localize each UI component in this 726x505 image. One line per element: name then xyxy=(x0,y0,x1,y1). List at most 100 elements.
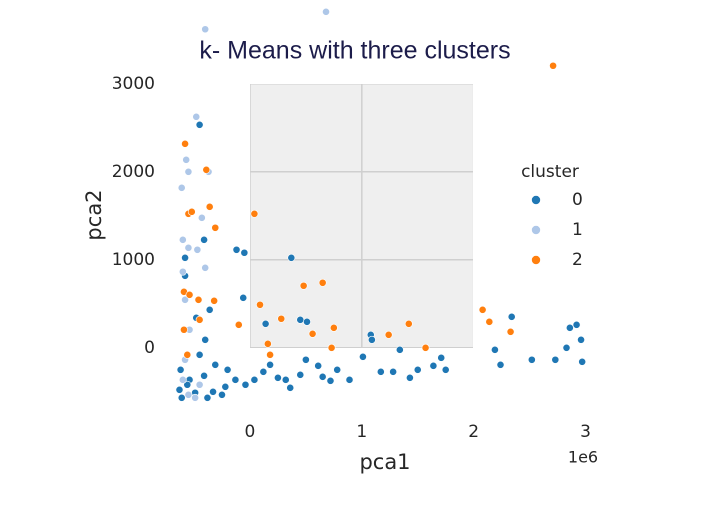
point xyxy=(201,335,210,344)
point xyxy=(551,355,560,364)
point xyxy=(195,350,204,359)
point xyxy=(240,248,249,257)
point xyxy=(333,365,342,374)
point xyxy=(201,25,210,34)
point xyxy=(184,167,193,176)
point xyxy=(221,382,230,391)
point xyxy=(209,387,217,396)
point xyxy=(314,361,323,370)
point xyxy=(203,393,212,402)
point xyxy=(507,312,516,321)
point xyxy=(223,365,232,374)
point xyxy=(367,335,376,344)
point xyxy=(184,243,193,252)
point xyxy=(205,305,214,314)
point xyxy=(549,61,557,70)
point xyxy=(266,360,274,369)
point xyxy=(303,317,311,326)
point xyxy=(241,380,250,389)
point xyxy=(578,357,587,366)
point xyxy=(192,112,201,121)
point xyxy=(177,183,186,192)
point xyxy=(197,213,206,222)
grid xyxy=(250,84,473,348)
point xyxy=(277,314,286,323)
point xyxy=(193,245,202,254)
point xyxy=(177,393,186,402)
point xyxy=(211,223,220,232)
point xyxy=(437,353,446,362)
point xyxy=(395,345,404,354)
point xyxy=(322,7,330,16)
point xyxy=(195,380,204,389)
point xyxy=(384,330,393,339)
point xyxy=(421,343,430,352)
point xyxy=(200,371,208,380)
legend-marker xyxy=(531,225,541,235)
point xyxy=(256,300,264,309)
point xyxy=(496,360,505,369)
point xyxy=(191,393,200,402)
point xyxy=(565,323,574,332)
point xyxy=(178,235,187,244)
point xyxy=(239,293,248,302)
point xyxy=(183,380,192,389)
x-tick-label: 1 xyxy=(356,422,367,442)
point xyxy=(345,375,354,384)
point xyxy=(205,202,214,211)
point xyxy=(195,120,204,129)
point xyxy=(218,390,226,399)
point xyxy=(231,375,240,384)
point xyxy=(178,375,187,384)
point xyxy=(234,320,243,329)
x-tick-label: 3 xyxy=(580,422,591,442)
point xyxy=(175,385,184,394)
point xyxy=(181,295,189,304)
point xyxy=(404,319,413,328)
legend-label: 0 xyxy=(572,190,583,210)
x-tick-label: 0 xyxy=(245,422,256,442)
point xyxy=(299,281,308,290)
point xyxy=(232,245,241,254)
point xyxy=(287,253,296,262)
point xyxy=(184,390,193,399)
point xyxy=(327,343,336,352)
point xyxy=(200,235,208,244)
point xyxy=(376,367,385,376)
point xyxy=(180,325,188,334)
point xyxy=(318,278,327,287)
point xyxy=(181,139,189,148)
point xyxy=(527,355,536,364)
legend-marker xyxy=(531,195,541,205)
point xyxy=(250,209,259,218)
x-offset-label: 1e6 xyxy=(568,448,598,467)
point xyxy=(281,375,290,384)
point xyxy=(478,305,487,314)
point xyxy=(359,352,367,361)
point xyxy=(406,373,414,382)
point xyxy=(201,263,210,272)
point xyxy=(301,355,310,364)
point xyxy=(562,343,571,352)
legend-title: cluster xyxy=(521,162,579,182)
point xyxy=(429,361,438,370)
point xyxy=(187,207,196,216)
point xyxy=(261,319,270,328)
point xyxy=(194,295,203,304)
point xyxy=(211,360,220,369)
point xyxy=(572,320,581,329)
point xyxy=(441,365,450,374)
legend-label: 1 xyxy=(572,220,583,240)
point xyxy=(318,372,327,381)
point xyxy=(181,253,189,262)
point xyxy=(202,165,211,174)
point xyxy=(296,370,305,379)
x-tick-label: 2 xyxy=(468,422,479,442)
point xyxy=(485,317,494,326)
point xyxy=(266,350,274,359)
point xyxy=(178,267,187,276)
legend-label: 2 xyxy=(572,250,583,270)
y-axis-label: pca2 xyxy=(82,189,106,240)
point xyxy=(326,376,335,385)
x-axis-label: pca1 xyxy=(359,450,410,474)
